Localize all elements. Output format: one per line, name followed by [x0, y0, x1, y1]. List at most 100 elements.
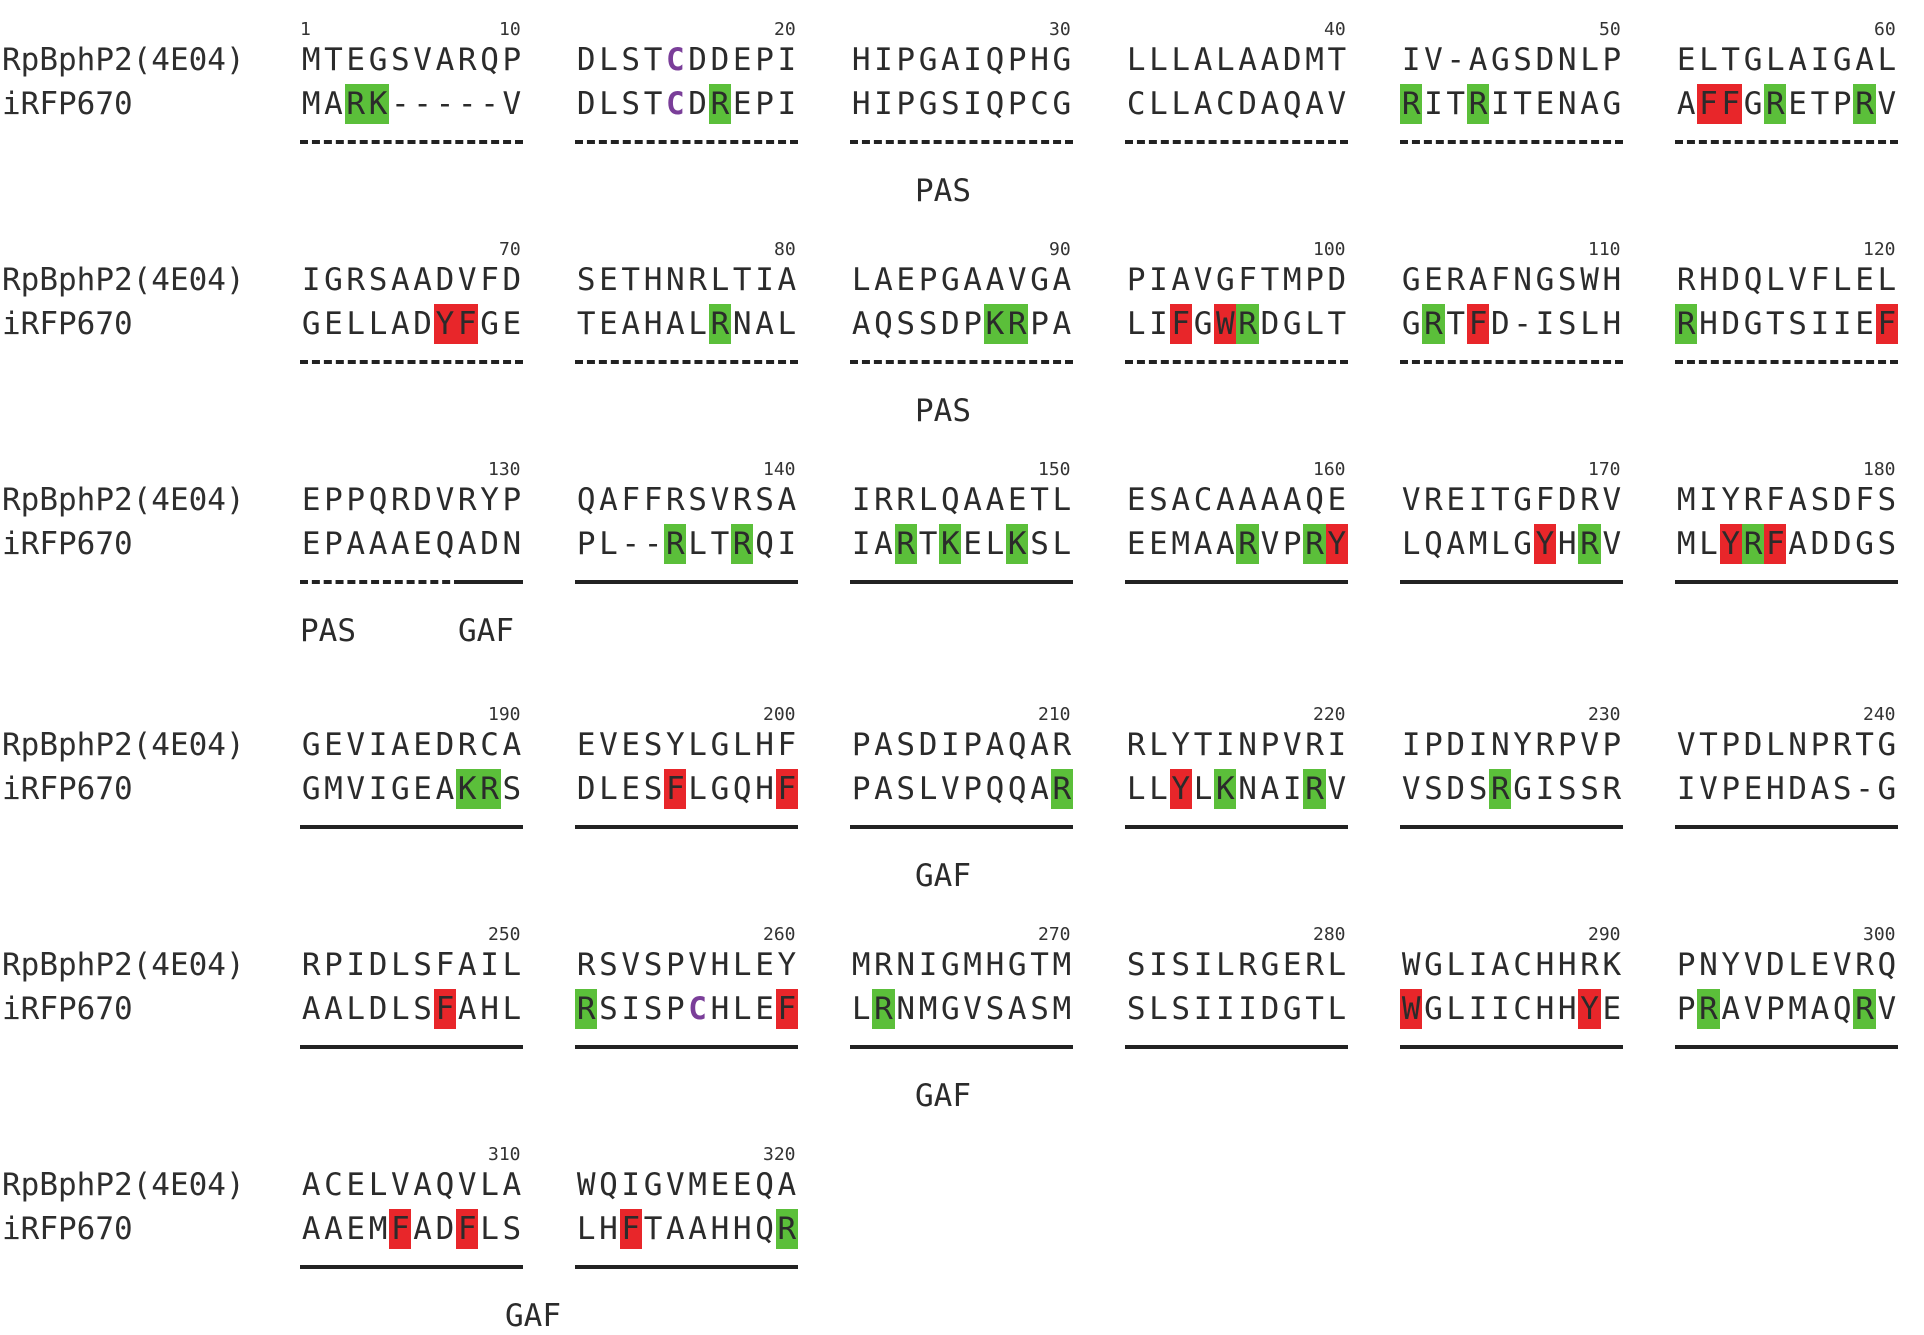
- residue: I: [851, 482, 871, 518]
- residue: V: [1602, 526, 1622, 562]
- residue: E: [755, 991, 774, 1027]
- residue: K: [1006, 524, 1029, 564]
- residue: D: [576, 771, 596, 807]
- residue: N: [732, 306, 752, 342]
- residue: F: [456, 304, 479, 344]
- residue: L: [1149, 771, 1168, 807]
- residue: P: [324, 482, 343, 518]
- residue: N: [896, 947, 916, 983]
- position-number: 220: [1313, 704, 1346, 725]
- residue: D: [1491, 306, 1510, 342]
- residue: L: [1216, 42, 1235, 78]
- residue: L: [1491, 526, 1510, 562]
- residue: L: [599, 771, 618, 807]
- residue: N: [666, 262, 685, 298]
- residue: L: [918, 771, 938, 807]
- residue: I: [480, 947, 499, 983]
- residue: I: [1810, 306, 1830, 342]
- residue: G: [1282, 991, 1302, 1027]
- residue: A: [391, 526, 410, 562]
- residue: K: [1602, 947, 1622, 983]
- residue: H: [755, 727, 774, 763]
- residue: S: [755, 482, 774, 518]
- gaf-domain-underline: [1125, 825, 1348, 829]
- residue: L: [391, 947, 410, 983]
- residue: F: [1169, 304, 1192, 344]
- residue: Y: [1169, 769, 1192, 809]
- residue: Q: [874, 306, 893, 342]
- residue: C: [324, 1167, 343, 1203]
- residue: L: [1193, 771, 1213, 807]
- residue: H: [1699, 262, 1718, 298]
- residue: A: [1193, 86, 1213, 122]
- residue: T: [1513, 86, 1532, 122]
- residue: P: [1282, 526, 1302, 562]
- residue: L: [688, 771, 707, 807]
- residue: Q: [985, 771, 1005, 807]
- residue: I: [1193, 947, 1213, 983]
- residue: V: [1424, 42, 1443, 78]
- seq-name-irfp670: iRFP670: [2, 306, 133, 342]
- residue: M: [1052, 991, 1072, 1027]
- residue: D: [1832, 482, 1852, 518]
- residue: G: [941, 262, 960, 298]
- residue: E: [1327, 482, 1347, 518]
- residue: I: [874, 86, 893, 122]
- residue: D: [1446, 771, 1466, 807]
- residue: A: [1193, 526, 1213, 562]
- residue: M: [688, 1167, 707, 1203]
- residue: V: [1743, 947, 1763, 983]
- residue: F: [480, 262, 499, 298]
- residue: M: [1282, 262, 1302, 298]
- residue: V: [963, 991, 982, 1027]
- residue: A: [874, 727, 893, 763]
- residue: V: [1401, 482, 1421, 518]
- residue: -: [643, 526, 663, 562]
- residue: R: [1743, 482, 1763, 518]
- position-number: 130: [488, 459, 521, 480]
- residue: Y: [1533, 524, 1557, 564]
- residue: L: [1149, 86, 1168, 122]
- residue: I: [621, 1167, 641, 1203]
- residue: D: [688, 42, 707, 78]
- residue: R: [1236, 524, 1259, 564]
- residue: I: [777, 42, 797, 78]
- residue: S: [576, 262, 596, 298]
- residue: R: [1602, 771, 1622, 807]
- position-number: 40: [1324, 19, 1346, 40]
- residue: -: [457, 86, 477, 122]
- residue: I: [1401, 42, 1421, 78]
- residue: E: [413, 727, 432, 763]
- residue: D: [1535, 42, 1555, 78]
- residue: A: [324, 991, 343, 1027]
- residue: L: [502, 991, 522, 1027]
- residue: D: [1238, 86, 1257, 122]
- residue: A: [391, 306, 410, 342]
- residue: E: [599, 262, 618, 298]
- residue: M: [368, 1211, 388, 1247]
- residue: A: [457, 526, 477, 562]
- residue: S: [688, 482, 707, 518]
- residue: I: [941, 727, 960, 763]
- residue: A: [1007, 991, 1027, 1027]
- gaf-domain-underline: [575, 1265, 798, 1269]
- residue: S: [599, 991, 618, 1027]
- residue: A: [1238, 42, 1257, 78]
- residue: V: [346, 727, 366, 763]
- seq-name-rpbphp2: RpBphP2(4E04): [2, 262, 245, 298]
- residue: D: [1788, 771, 1807, 807]
